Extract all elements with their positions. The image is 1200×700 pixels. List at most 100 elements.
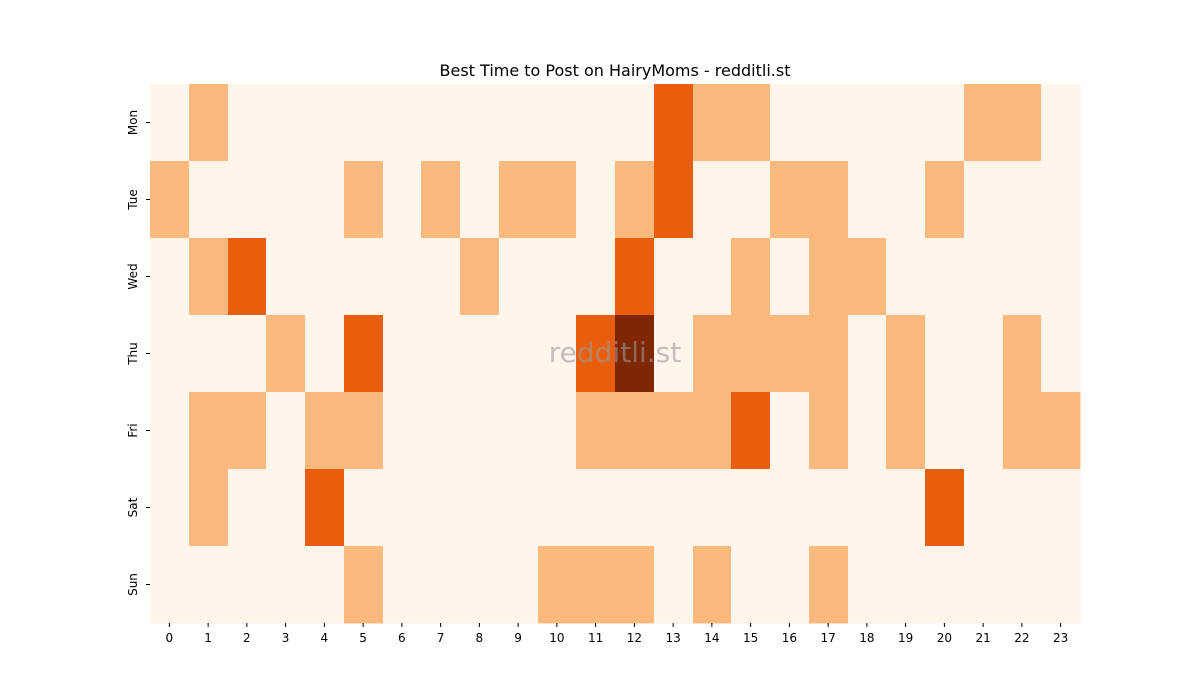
heatmap-cell-tue-21 [964,161,1004,239]
heatmap-cell-wed-1 [189,238,229,316]
heatmap-cell-mon-6 [383,84,422,162]
heatmap-cell-fri-8 [460,392,500,470]
heatmap-cell-tue-2 [228,161,267,239]
heatmap-cell-sun-1 [189,546,229,624]
watermark: redditli.st [549,336,681,369]
x-axis: 0 1 2 3 4 5 6 7 8 9 10 11 12 13 14 15 16 17 18 19 20 21 22 23 [166,623,1068,645]
heatmap-cells [150,84,1081,624]
heatmap-cell-wed-16 [770,238,810,316]
heatmap-cell-sat-7 [421,469,461,547]
heatmap-cell-sat-5 [344,469,384,547]
heatmap-cell-wed-4 [305,238,345,316]
heatmap-cell-fri-5 [344,392,384,470]
x-tick-label: 3 [282,631,290,645]
heatmap-cell-sat-21 [964,469,1004,547]
x-tick-label: 11 [588,631,603,645]
x-tick-label: 5 [359,631,367,645]
heatmap-cell-fri-4 [305,392,345,470]
heatmap-cell-sat-18 [848,469,887,547]
heatmap-cell-thu-13 [654,315,694,393]
heatmap-cell-fri-16 [770,392,810,470]
heatmap-cell-wed-12 [615,238,655,316]
heatmap-cell-tue-8 [460,161,500,239]
heatmap-cell-tue-16 [770,161,810,239]
heatmap-cell-tue-10 [538,161,577,239]
heatmap-cell-sat-19 [886,469,926,547]
heatmap-cell-thu-12 [615,315,655,393]
heatmap-cell-wed-13 [654,238,694,316]
heatmap-cell-tue-12 [615,161,655,239]
y-tick-label: Fri [126,423,140,437]
heatmap-cell-sun-20 [925,546,965,624]
x-tick-label: 0 [166,631,174,645]
heatmap-cell-wed-20 [925,238,965,316]
heatmap-cell-sat-20 [925,469,965,547]
heatmap-cell-sat-15 [731,469,771,547]
heatmap-cell-sun-5 [344,546,384,624]
heatmap-cell-fri-17 [809,392,849,470]
heatmap-cell-fri-15 [731,392,771,470]
heatmap-cell-sat-22 [1003,469,1042,547]
x-tick-label: 17 [820,631,835,645]
x-tick-label: 12 [627,631,642,645]
heatmap-cell-mon-22 [1003,84,1042,162]
x-tick-label: 8 [476,631,484,645]
heatmap-cell-wed-23 [1041,238,1081,316]
heatmap-cell-tue-18 [848,161,887,239]
heatmap-cell-sun-15 [731,546,771,624]
heatmap-cell-sat-2 [228,469,267,547]
heatmap-cell-thu-17 [809,315,849,393]
heatmap-cell-mon-11 [576,84,616,162]
heatmap-cell-wed-15 [731,238,771,316]
heatmap-cell-tue-1 [189,161,229,239]
heatmap-cell-sun-0 [150,546,190,624]
heatmap-cell-mon-7 [421,84,461,162]
x-tick-label: 1 [204,631,212,645]
heatmap-cell-thu-22 [1003,315,1042,393]
heatmap-cell-sat-0 [150,469,190,547]
heatmap-cell-tue-9 [499,161,539,239]
heatmap-cell-sun-4 [305,546,345,624]
heatmap-cell-mon-8 [460,84,500,162]
heatmap-cell-mon-0 [150,84,190,162]
heatmap-cell-mon-19 [886,84,926,162]
heatmap-cell-thu-5 [344,315,384,393]
heatmap-cell-wed-10 [538,238,577,316]
x-tick-label: 20 [937,631,952,645]
y-tick-label: Sun [126,573,140,596]
heatmap-cell-thu-8 [460,315,500,393]
heatmap-cell-fri-6 [383,392,422,470]
heatmap-cell-mon-18 [848,84,887,162]
heatmap-cell-fri-23 [1041,392,1081,470]
heatmap-cell-wed-7 [421,238,461,316]
heatmap-cell-fri-13 [654,392,694,470]
heatmap-cell-sat-12 [615,469,655,547]
heatmap-cell-tue-23 [1041,161,1081,239]
y-tick-label: Sat [126,497,140,517]
heatmap-cell-tue-4 [305,161,345,239]
heatmap-cell-mon-10 [538,84,577,162]
heatmap-cell-wed-2 [228,238,267,316]
heatmap-cell-thu-16 [770,315,810,393]
heatmap-cell-fri-18 [848,392,887,470]
heatmap-cell-sat-11 [576,469,616,547]
heatmap-cell-sun-2 [228,546,267,624]
heatmap-cell-fri-1 [189,392,229,470]
heatmap-cell-sun-21 [964,546,1004,624]
heatmap-cell-tue-6 [383,161,422,239]
x-tick-label: 9 [514,631,522,645]
heatmap-cell-tue-17 [809,161,849,239]
heatmap-cell-thu-3 [266,315,306,393]
x-tick-label: 14 [704,631,719,645]
x-tick-label: 4 [321,631,329,645]
x-tick-label: 23 [1053,631,1068,645]
heatmap-cell-sat-14 [693,469,732,547]
y-axis: Mon Tue Wed Thu Fri Sat Sun [126,110,150,596]
heatmap-cell-tue-20 [925,161,965,239]
heatmap-cell-wed-19 [886,238,926,316]
heatmap-cell-sun-11 [576,546,616,624]
heatmap-cell-mon-12 [615,84,655,162]
heatmap-cell-thu-2 [228,315,267,393]
heatmap-cell-sat-8 [460,469,500,547]
heatmap-cell-mon-9 [499,84,539,162]
